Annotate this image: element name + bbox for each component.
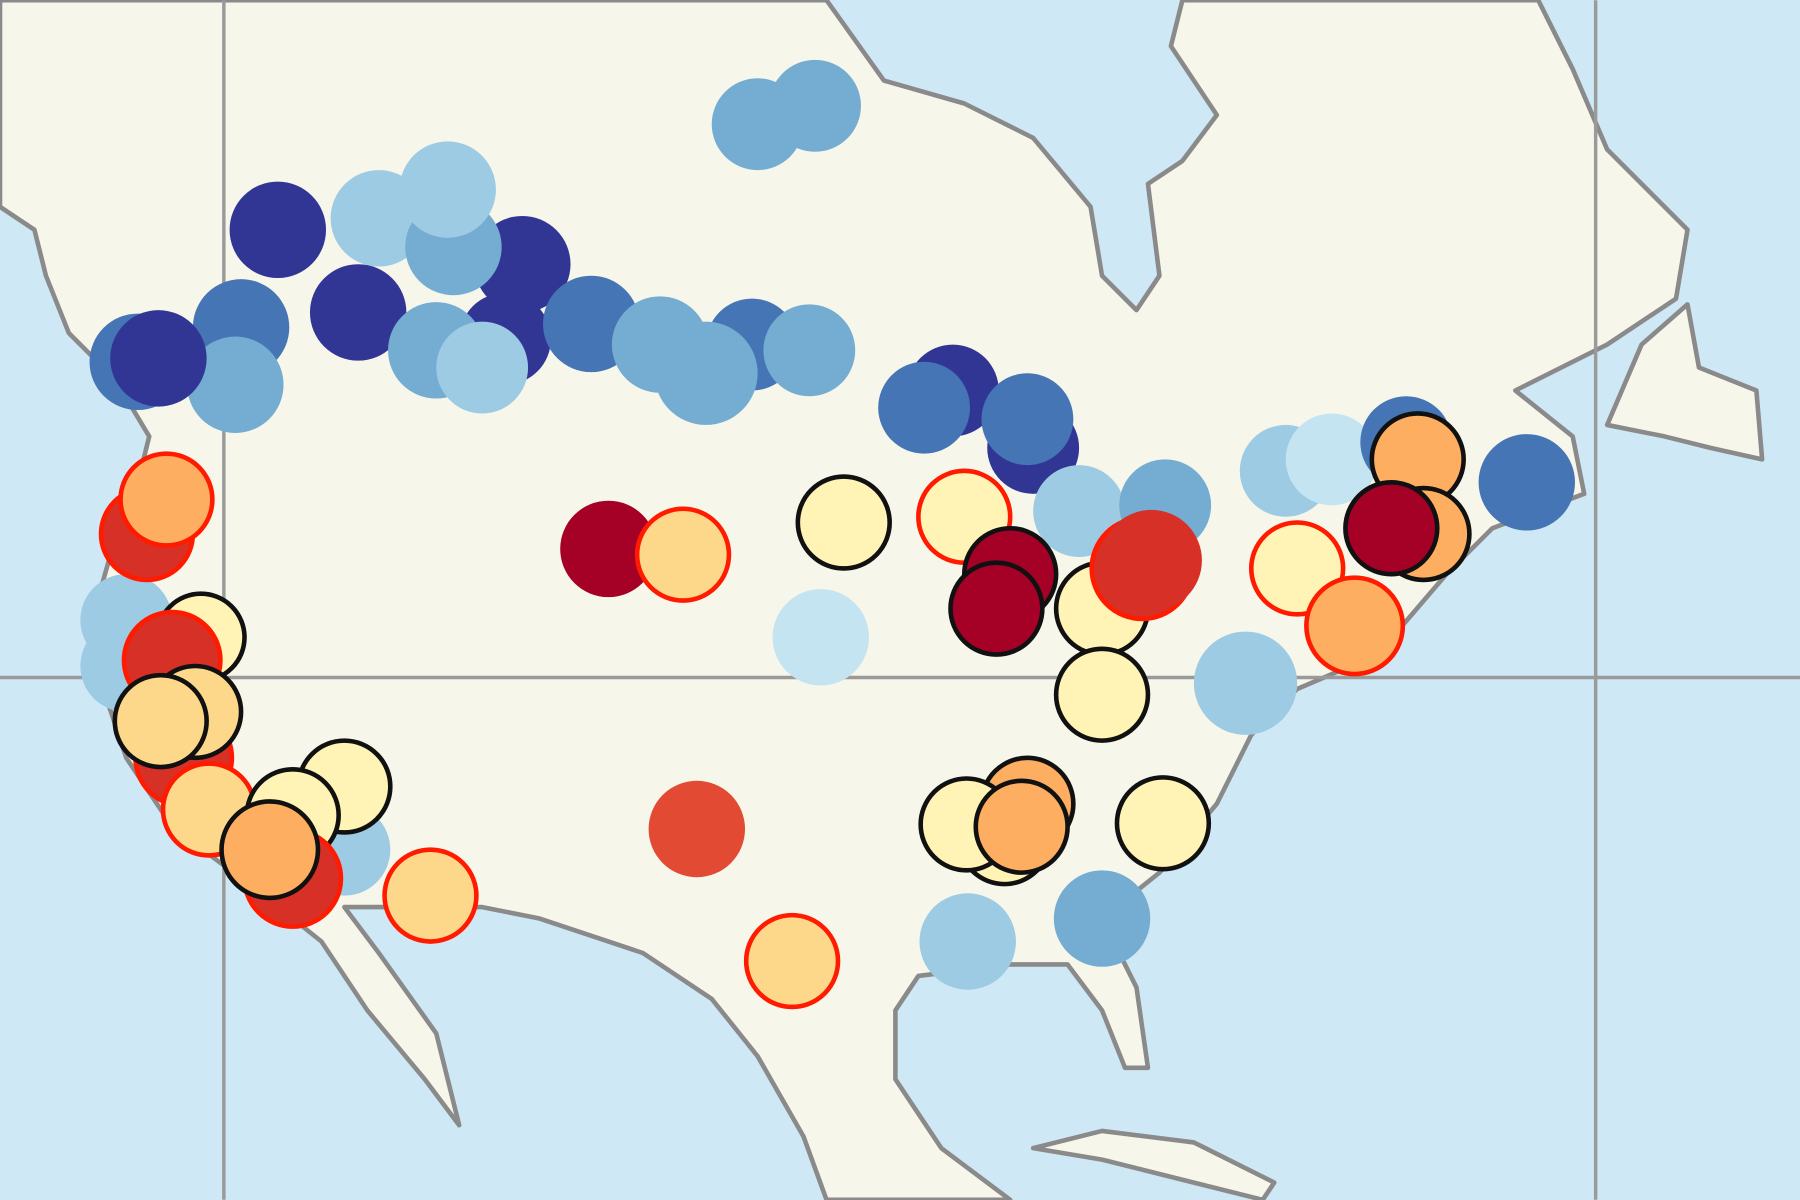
marker <box>769 59 861 152</box>
marker <box>648 780 746 878</box>
marker <box>878 361 971 454</box>
marker <box>112 672 209 770</box>
marker <box>1285 413 1378 506</box>
marker <box>118 451 215 548</box>
marker <box>382 847 479 944</box>
marker <box>229 181 327 278</box>
marker <box>1100 509 1202 611</box>
cuba <box>1030 1128 1277 1200</box>
marker <box>919 893 1016 990</box>
marker <box>1193 631 1298 735</box>
marker <box>1053 646 1151 743</box>
marker <box>309 264 407 361</box>
marker <box>399 141 496 238</box>
station-markers <box>80 59 1575 1010</box>
newfoundland <box>1604 302 1765 462</box>
marker <box>743 912 841 1010</box>
marker <box>436 321 529 414</box>
marker <box>1114 775 1212 872</box>
marker <box>219 799 321 901</box>
marker <box>772 589 870 686</box>
marker <box>1033 465 1125 557</box>
marker <box>1343 480 1440 577</box>
marker <box>110 310 207 407</box>
marker <box>1304 575 1406 677</box>
marker <box>1053 870 1151 967</box>
marker <box>981 373 1074 466</box>
marker <box>187 336 284 433</box>
marker <box>1478 434 1575 531</box>
marker <box>948 560 1045 657</box>
marker <box>654 321 758 425</box>
marker <box>560 500 657 598</box>
marker <box>973 778 1070 875</box>
marker <box>795 474 892 571</box>
marker <box>634 506 732 603</box>
marker <box>763 304 856 397</box>
